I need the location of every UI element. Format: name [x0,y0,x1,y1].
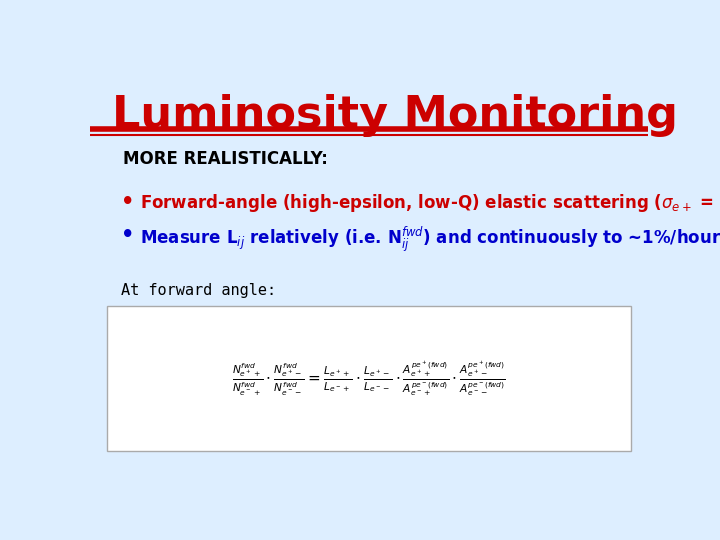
Text: Forward-angle (high-epsilon, low-Q) elastic scattering ($\sigma_{e+}$ = $\sigma_: Forward-angle (high-epsilon, low-Q) elas… [140,192,720,214]
Text: $\frac{N_{e^++}^{fwd}}{N_{e^-+}^{fwd}} \cdot \frac{N_{e^+-}^{fwd}}{N_{e^--}^{fwd: $\frac{N_{e^++}^{fwd}}{N_{e^-+}^{fwd}} \… [232,360,506,398]
FancyBboxPatch shape [107,306,631,451]
Text: At forward angle:: At forward angle: [121,283,276,298]
Text: MORE REALISTICALLY:: MORE REALISTICALLY: [124,150,328,168]
Text: Luminosity Monitoring: Luminosity Monitoring [112,94,678,137]
Text: •: • [121,225,134,245]
Text: Measure L$_{ij}$ relatively (i.e. N$_{ij}^{fwd}$) and continuously to ~1%/hour: Measure L$_{ij}$ relatively (i.e. N$_{ij… [140,225,720,254]
Text: •: • [121,192,134,212]
